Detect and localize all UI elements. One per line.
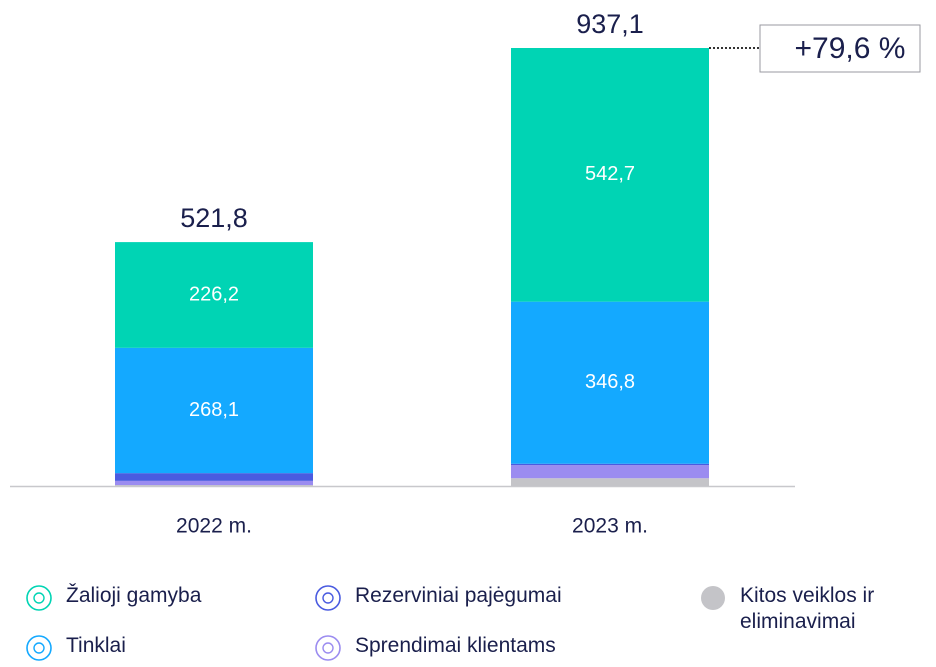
legend-icon bbox=[26, 635, 52, 661]
legend-item: Kitos veiklos ir eliminavimai bbox=[698, 583, 910, 635]
x-tick-label: 2023 m. bbox=[572, 515, 648, 538]
total-label: 521,8 bbox=[180, 203, 248, 233]
legend-item: Žalioji gamyba bbox=[24, 583, 201, 613]
legend-label: Tinklai bbox=[66, 634, 126, 657]
legend-item: Rezerviniai pajėgumai bbox=[313, 583, 562, 613]
legend-icon bbox=[315, 585, 341, 611]
legend-icon bbox=[315, 635, 341, 661]
bar-segment bbox=[115, 473, 313, 481]
legend-glyph bbox=[322, 642, 334, 654]
x-tick-label: 2022 m. bbox=[176, 515, 252, 538]
value-label: 346,8 bbox=[585, 371, 635, 393]
value-label: 542,7 bbox=[585, 163, 635, 185]
bar-segment bbox=[115, 347, 313, 474]
bar-segment bbox=[511, 463, 709, 466]
legend-item: Sprendimai klientams bbox=[313, 633, 556, 663]
legend-ring bbox=[26, 585, 52, 611]
bar-segment bbox=[511, 465, 709, 479]
annotation-box bbox=[759, 24, 921, 73]
bar-segment bbox=[115, 242, 313, 348]
legend-item: Tinklai bbox=[24, 633, 126, 663]
bar-segment bbox=[115, 485, 313, 486]
legend-ring bbox=[26, 635, 52, 661]
chart: +79,6 % 268,1 226,2 521,8 2022 m. 346,8 542,7… bbox=[10, 9, 921, 538]
value-label: 268,1 bbox=[189, 399, 239, 421]
annotation: +79,6 % bbox=[795, 32, 906, 65]
total-label: 937,1 bbox=[576, 9, 644, 39]
legend-ring bbox=[315, 635, 341, 661]
legend-label: Žalioji gamyba bbox=[66, 584, 202, 607]
bar-segment bbox=[511, 48, 709, 302]
legend-icon bbox=[26, 585, 52, 611]
legend-label: Rezerviniai pajėgumai bbox=[355, 584, 562, 607]
bar-segment bbox=[511, 478, 709, 486]
bar-segment bbox=[511, 301, 709, 464]
value-label: 226,2 bbox=[189, 283, 239, 305]
legend-icon bbox=[701, 586, 725, 610]
legend-ring bbox=[315, 585, 341, 611]
legend-glyph bbox=[33, 592, 45, 604]
bar-segment bbox=[115, 480, 313, 486]
legend-label: Sprendimai klientams bbox=[355, 634, 556, 657]
legend-dot bbox=[701, 586, 725, 610]
legend-glyph bbox=[322, 592, 334, 604]
legend-glyph bbox=[33, 642, 45, 654]
legend-label: Kitos veiklos ir eliminavimai bbox=[740, 584, 875, 633]
